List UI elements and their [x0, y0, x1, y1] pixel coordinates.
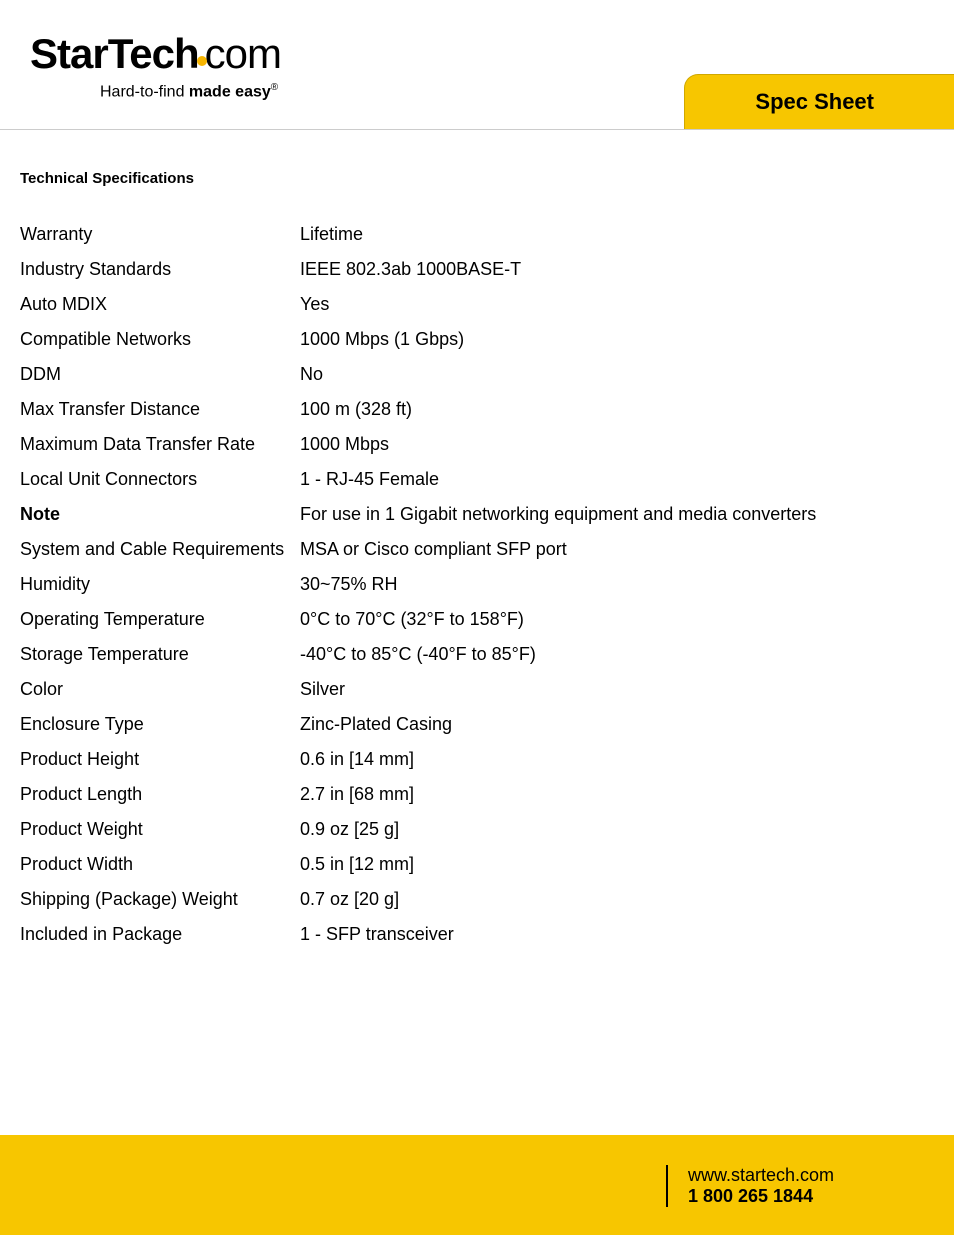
- spec-value: For use in 1 Gigabit networking equipmen…: [300, 497, 934, 532]
- table-row: Enclosure TypeZinc-Plated Casing: [20, 707, 934, 742]
- spec-value: Lifetime: [300, 217, 934, 252]
- table-row: Auto MDIXYes: [20, 287, 934, 322]
- spec-label: DDM: [20, 357, 300, 392]
- table-row: Local Unit Connectors1 - RJ-45 Female: [20, 462, 934, 497]
- spec-sheet-tab: Spec Sheet: [684, 74, 954, 129]
- spec-value: 0.6 in [14 mm]: [300, 742, 934, 777]
- specifications-table: WarrantyLifetimeIndustry StandardsIEEE 8…: [20, 217, 934, 952]
- spec-value: 1 - RJ-45 Female: [300, 462, 934, 497]
- spec-label: Humidity: [20, 567, 300, 602]
- spec-label: Included in Package: [20, 917, 300, 952]
- spec-label: Enclosure Type: [20, 707, 300, 742]
- table-row: Product Weight0.9 oz [25 g]: [20, 812, 934, 847]
- section-title: Technical Specifications: [20, 170, 934, 187]
- footer-contact: www.startech.com 1 800 265 1844: [666, 1165, 834, 1207]
- tagline-prefix: Hard-to-find: [100, 83, 189, 100]
- spec-value: No: [300, 357, 934, 392]
- spec-label: Maximum Data Transfer Rate: [20, 427, 300, 462]
- spec-label: Color: [20, 672, 300, 707]
- spec-label: System and Cable Requirements: [20, 532, 300, 567]
- table-row: Product Length2.7 in [68 mm]: [20, 777, 934, 812]
- spec-value: 0.7 oz [20 g]: [300, 882, 934, 917]
- spec-value: Silver: [300, 672, 934, 707]
- spec-value: MSA or Cisco compliant SFP port: [300, 532, 934, 567]
- logo-rest-part: com: [205, 30, 281, 77]
- table-row: Compatible Networks1000 Mbps (1 Gbps): [20, 322, 934, 357]
- spec-value: 2.7 in [68 mm]: [300, 777, 934, 812]
- spec-label: Local Unit Connectors: [20, 462, 300, 497]
- table-row: Storage Temperature-40°C to 85°C (-40°F …: [20, 637, 934, 672]
- spec-value: 1 - SFP transceiver: [300, 917, 934, 952]
- content-area: Technical Specifications WarrantyLifetim…: [0, 130, 954, 952]
- spec-value: 1000 Mbps (1 Gbps): [300, 322, 934, 357]
- spec-value: 0.9 oz [25 g]: [300, 812, 934, 847]
- table-row: Product Width0.5 in [12 mm]: [20, 847, 934, 882]
- footer-phone: 1 800 265 1844: [688, 1186, 834, 1207]
- spec-value: 0.5 in [12 mm]: [300, 847, 934, 882]
- spec-label: Auto MDIX: [20, 287, 300, 322]
- spec-label: Product Width: [20, 847, 300, 882]
- registered-mark: ®: [271, 82, 278, 93]
- spec-label: Product Height: [20, 742, 300, 777]
- footer-url: www.startech.com: [688, 1165, 834, 1186]
- spec-value: 0°C to 70°C (32°F to 158°F): [300, 602, 934, 637]
- table-row: Industry StandardsIEEE 802.3ab 1000BASE-…: [20, 252, 934, 287]
- page-footer: www.startech.com 1 800 265 1844: [0, 1135, 954, 1235]
- logo-dot-icon: [197, 56, 207, 66]
- table-row: Included in Package1 - SFP transceiver: [20, 917, 934, 952]
- table-row: NoteFor use in 1 Gigabit networking equi…: [20, 497, 934, 532]
- logo-text: StarTechcom: [30, 30, 281, 78]
- brand-logo: StarTechcom Hard-to-find made easy®: [30, 30, 281, 101]
- spec-label: Product Length: [20, 777, 300, 812]
- spec-label: Operating Temperature: [20, 602, 300, 637]
- table-row: Maximum Data Transfer Rate1000 Mbps: [20, 427, 934, 462]
- table-row: DDMNo: [20, 357, 934, 392]
- spec-label: Compatible Networks: [20, 322, 300, 357]
- spec-value: 1000 Mbps: [300, 427, 934, 462]
- table-row: Humidity30~75% RH: [20, 567, 934, 602]
- table-row: Max Transfer Distance100 m (328 ft): [20, 392, 934, 427]
- spec-label: Warranty: [20, 217, 300, 252]
- spec-label: Industry Standards: [20, 252, 300, 287]
- tagline-bold: made easy: [189, 83, 271, 100]
- spec-label: Max Transfer Distance: [20, 392, 300, 427]
- logo-bold-part: StarTech: [30, 30, 199, 77]
- spec-value: 100 m (328 ft): [300, 392, 934, 427]
- spec-value: -40°C to 85°C (-40°F to 85°F): [300, 637, 934, 672]
- logo-tagline: Hard-to-find made easy®: [100, 82, 281, 101]
- spec-label: Storage Temperature: [20, 637, 300, 672]
- spec-value: IEEE 802.3ab 1000BASE-T: [300, 252, 934, 287]
- table-row: System and Cable RequirementsMSA or Cisc…: [20, 532, 934, 567]
- table-row: Shipping (Package) Weight0.7 oz [20 g]: [20, 882, 934, 917]
- spec-label: Note: [20, 497, 300, 532]
- spec-label: Shipping (Package) Weight: [20, 882, 300, 917]
- table-row: Product Height0.6 in [14 mm]: [20, 742, 934, 777]
- table-row: Operating Temperature0°C to 70°C (32°F t…: [20, 602, 934, 637]
- table-row: ColorSilver: [20, 672, 934, 707]
- spec-value: Yes: [300, 287, 934, 322]
- spec-value: 30~75% RH: [300, 567, 934, 602]
- table-row: WarrantyLifetime: [20, 217, 934, 252]
- page-header: StarTechcom Hard-to-find made easy® Spec…: [0, 0, 954, 130]
- spec-label: Product Weight: [20, 812, 300, 847]
- spec-value: Zinc-Plated Casing: [300, 707, 934, 742]
